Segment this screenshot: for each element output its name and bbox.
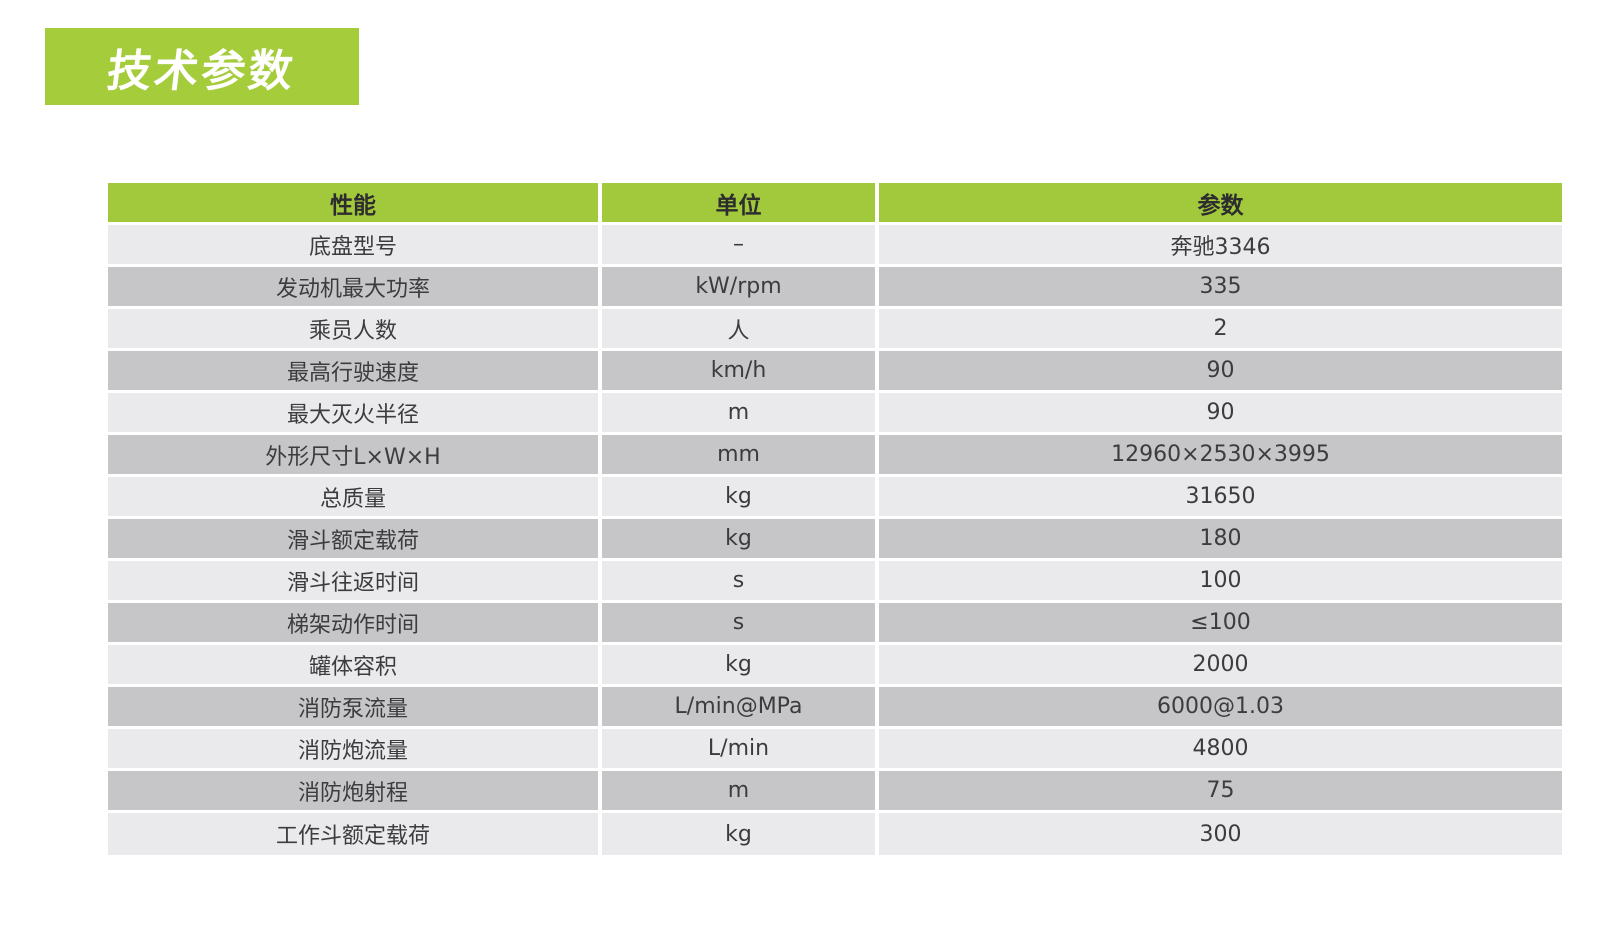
spec-unit-cell: s (602, 561, 879, 603)
spec-name-cell: 罐体容积 (108, 645, 602, 687)
table-row: 乘员人数 人 2 (108, 309, 1562, 351)
page-title: 技术参数 (104, 45, 299, 97)
spec-unit-cell: s (602, 603, 879, 645)
table-row: 总质量 kg 31650 (108, 477, 1562, 519)
spec-unit-cell: 人 (602, 309, 879, 351)
spec-name-cell: 滑斗额定载荷 (108, 519, 602, 561)
table-row: 消防泵流量 L/min@MPa 6000@1.03 (108, 687, 1562, 729)
header-property: 性能 (108, 183, 602, 225)
spec-unit-cell: kW/rpm (602, 267, 879, 309)
spec-table-body: 底盘型号 – 奔驰3346 发动机最大功率 kW/rpm 335 乘员人数 人 … (108, 225, 1562, 855)
spec-table: 性能 单位 参数 底盘型号 – 奔驰3346 发动机最大功率 kW/rpm 33… (108, 183, 1562, 855)
spec-name-cell: 消防炮射程 (108, 771, 602, 813)
spec-value-cell: 100 (879, 561, 1562, 603)
spec-value-cell: 奔驰3346 (879, 225, 1562, 267)
table-row: 底盘型号 – 奔驰3346 (108, 225, 1562, 267)
table-row: 滑斗额定载荷 kg 180 (108, 519, 1562, 561)
spec-value-cell: 75 (879, 771, 1562, 813)
spec-name-cell: 外形尺寸L×W×H (108, 435, 602, 477)
spec-name-cell: 底盘型号 (108, 225, 602, 267)
spec-name-cell: 最大灭火半径 (108, 393, 602, 435)
table-row: 消防炮流量 L/min 4800 (108, 729, 1562, 771)
spec-value-cell: 2000 (879, 645, 1562, 687)
spec-value-cell: 2 (879, 309, 1562, 351)
spec-value-cell: 12960×2530×3995 (879, 435, 1562, 477)
header-value: 参数 (879, 183, 1562, 225)
spec-value-cell: 90 (879, 393, 1562, 435)
spec-table-header: 性能 单位 参数 (108, 183, 1562, 225)
header-unit: 单位 (602, 183, 879, 225)
spec-value-cell: 6000@1.03 (879, 687, 1562, 729)
table-row: 滑斗往返时间 s 100 (108, 561, 1562, 603)
page-title-banner: 技术参数 (45, 28, 359, 105)
spec-name-cell: 总质量 (108, 477, 602, 519)
spec-name-cell: 滑斗往返时间 (108, 561, 602, 603)
table-row: 外形尺寸L×W×H mm 12960×2530×3995 (108, 435, 1562, 477)
spec-unit-cell: kg (602, 813, 879, 855)
spec-name-cell: 梯架动作时间 (108, 603, 602, 645)
table-row: 工作斗额定载荷 kg 300 (108, 813, 1562, 855)
spec-name-cell: 发动机最大功率 (108, 267, 602, 309)
spec-unit-cell: m (602, 771, 879, 813)
table-row: 发动机最大功率 kW/rpm 335 (108, 267, 1562, 309)
spec-value-cell: 31650 (879, 477, 1562, 519)
spec-value-cell: 90 (879, 351, 1562, 393)
spec-value-cell: ≤100 (879, 603, 1562, 645)
header-row: 性能 单位 参数 (108, 183, 1562, 225)
table-row: 消防炮射程 m 75 (108, 771, 1562, 813)
spec-unit-cell: mm (602, 435, 879, 477)
spec-value-cell: 180 (879, 519, 1562, 561)
spec-value-cell: 4800 (879, 729, 1562, 771)
spec-name-cell: 消防炮流量 (108, 729, 602, 771)
spec-name-cell: 乘员人数 (108, 309, 602, 351)
spec-unit-cell: L/min@MPa (602, 687, 879, 729)
spec-name-cell: 消防泵流量 (108, 687, 602, 729)
spec-value-cell: 335 (879, 267, 1562, 309)
table-row: 梯架动作时间 s ≤100 (108, 603, 1562, 645)
table-row: 最大灭火半径 m 90 (108, 393, 1562, 435)
spec-unit-cell: kg (602, 519, 879, 561)
table-row: 最高行驶速度 km/h 90 (108, 351, 1562, 393)
spec-unit-cell: km/h (602, 351, 879, 393)
spec-name-cell: 最高行驶速度 (108, 351, 602, 393)
spec-unit-cell: kg (602, 645, 879, 687)
spec-unit-cell: L/min (602, 729, 879, 771)
spec-unit-cell: – (602, 225, 879, 267)
spec-unit-cell: m (602, 393, 879, 435)
spec-value-cell: 300 (879, 813, 1562, 855)
table-row: 罐体容积 kg 2000 (108, 645, 1562, 687)
spec-unit-cell: kg (602, 477, 879, 519)
spec-name-cell: 工作斗额定载荷 (108, 813, 602, 855)
